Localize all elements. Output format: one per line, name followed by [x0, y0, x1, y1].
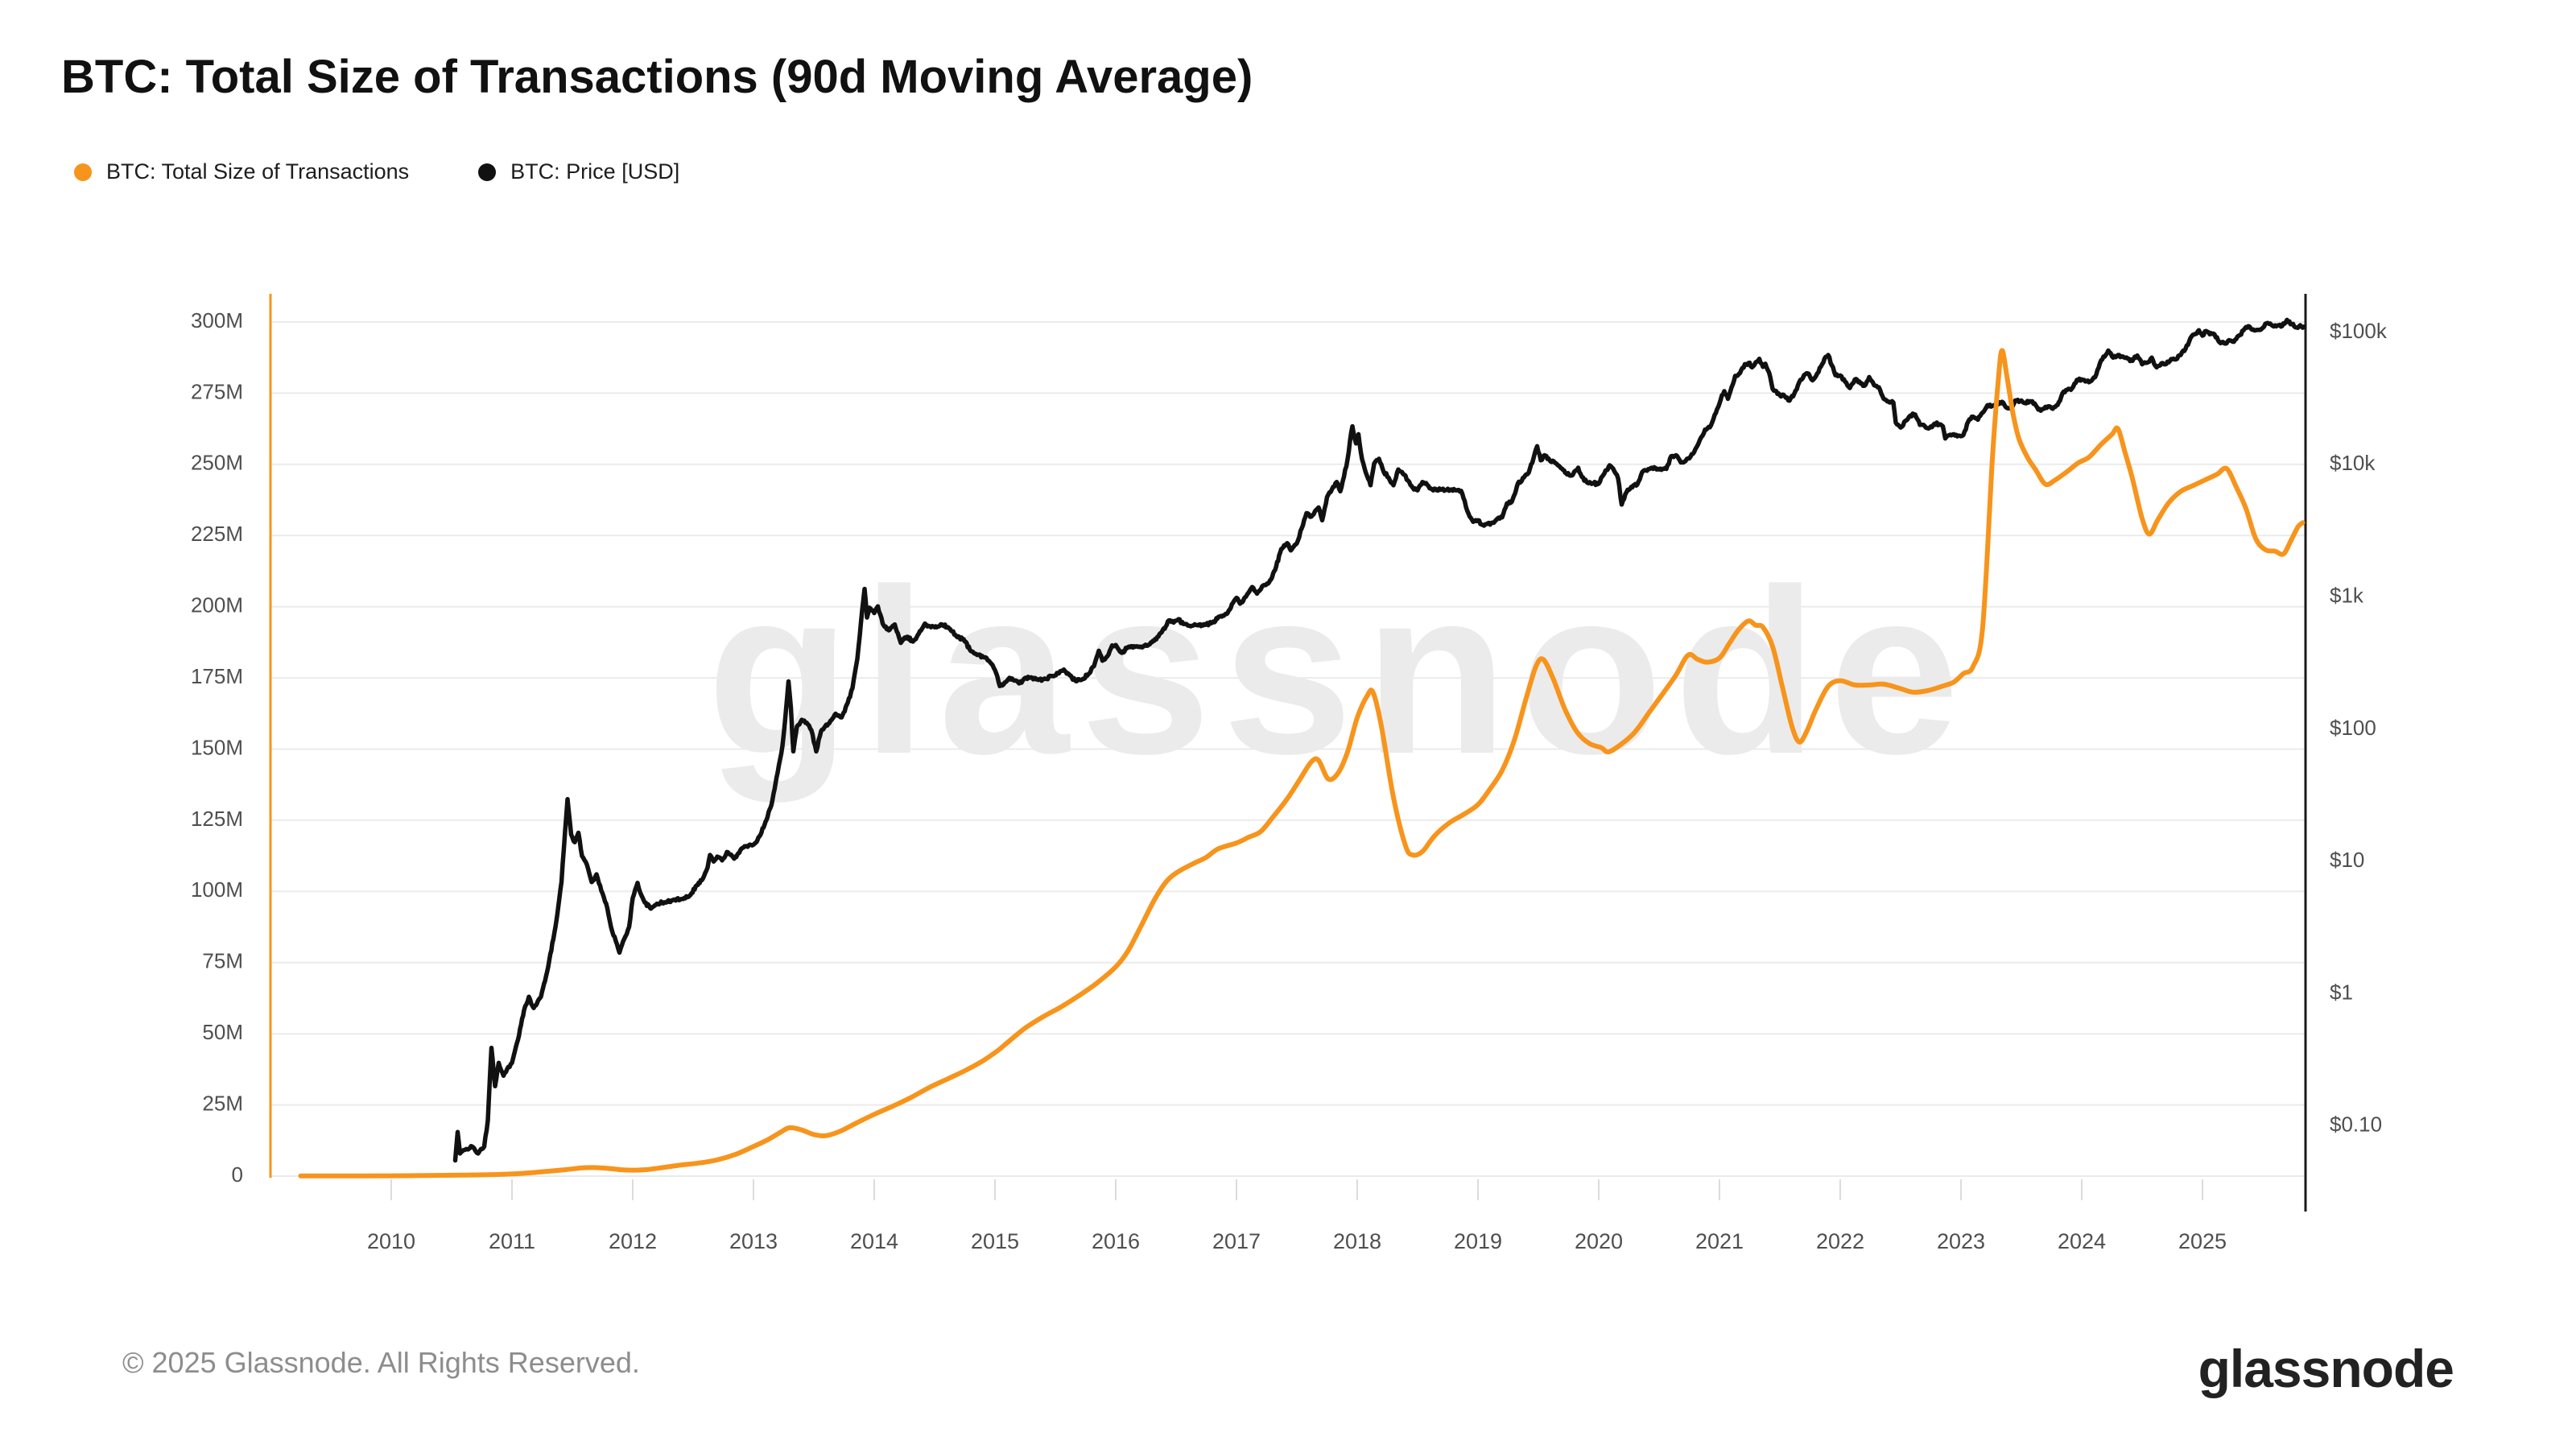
legend-item-total-size[interactable]: BTC: Total Size of Transactions [74, 159, 409, 184]
legend-dot-orange-icon [74, 163, 92, 181]
y-left-tick-label: 25M [202, 1091, 243, 1115]
y-left-tick-label: 150M [191, 735, 243, 759]
x-tick-label: 2023 [1937, 1229, 1985, 1253]
legend-item-price[interactable]: BTC: Price [USD] [478, 159, 679, 184]
legend-label: BTC: Total Size of Transactions [106, 159, 410, 184]
y-left-tick-label: 250M [191, 451, 243, 475]
page-title: BTC: Total Size of Transactions (90d Mov… [61, 51, 1253, 103]
x-tick-label: 2017 [1212, 1229, 1261, 1253]
legend: BTC: Total Size of Transactions BTC: Pri… [74, 159, 679, 184]
x-tick-label: 2019 [1454, 1229, 1502, 1253]
y-right-tick-label: $10 [2330, 848, 2364, 872]
y-left-tick-label: 200M [191, 593, 243, 617]
x-tick-label: 2014 [850, 1229, 898, 1253]
y-left-tick-label: 275M [191, 379, 243, 403]
y-right-tick-label: $1k [2330, 583, 2364, 607]
x-tick-label: 2024 [2058, 1229, 2106, 1253]
y-right-tick-label: $1 [2330, 980, 2353, 1004]
y-left-tick-label: 50M [202, 1020, 243, 1044]
y-left-tick-label: 100M [191, 877, 243, 902]
total-size-series-line [298, 348, 2306, 1179]
y-left-tick-label: 125M [191, 807, 243, 831]
y-right-tick-label: $100k [2330, 319, 2388, 343]
x-tick-label: 2012 [609, 1229, 657, 1253]
x-tick-label: 2013 [729, 1229, 778, 1253]
x-tick-label: 2021 [1695, 1229, 1744, 1253]
x-tick-label: 2018 [1333, 1229, 1381, 1253]
x-tick-label: 2022 [1816, 1229, 1864, 1253]
y-left-tick-label: 75M [202, 949, 243, 973]
y-right-tick-label: $100 [2330, 716, 2376, 740]
glassnode-logo: glassnode [2198, 1339, 2454, 1398]
x-tick-label: 2011 [489, 1229, 535, 1253]
x-tick-label: 2016 [1092, 1229, 1140, 1253]
x-tick-label: 2015 [971, 1229, 1019, 1253]
y-right-tick-label: $0.10 [2330, 1113, 2382, 1137]
y-left-tick-label: 225M [191, 522, 243, 546]
price-series-line [452, 317, 2306, 1163]
x-tick-label: 2020 [1575, 1229, 1623, 1253]
x-tick-label: 2025 [2178, 1229, 2227, 1253]
legend-label: BTC: Price [USD] [510, 159, 680, 184]
y-left-tick-label: 175M [191, 664, 243, 688]
legend-dot-black-icon [478, 163, 497, 181]
x-tick-label: 2010 [367, 1229, 415, 1253]
footer-copyright: © 2025 Glassnode. All Rights Reserved. [122, 1346, 640, 1379]
y-left-tick-label: 300M [191, 308, 243, 332]
y-right-tick-label: $10k [2330, 451, 2376, 475]
y-left-tick-label: 0 [232, 1162, 243, 1187]
